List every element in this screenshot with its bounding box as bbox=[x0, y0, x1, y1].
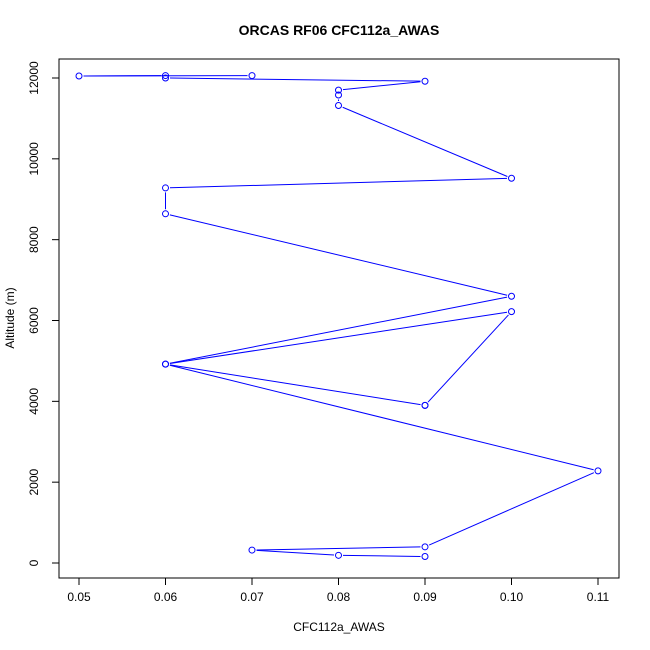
data-point bbox=[421, 553, 429, 561]
data-point bbox=[335, 91, 342, 99]
y-tick-label: 8000 bbox=[27, 226, 41, 253]
data-point bbox=[162, 74, 169, 82]
y-tick-label: 12000 bbox=[27, 61, 41, 95]
x-tick-label: 0.09 bbox=[413, 590, 437, 604]
y-tick-label: 10000 bbox=[27, 142, 41, 176]
data-point bbox=[248, 72, 256, 80]
series-segment bbox=[169, 177, 508, 189]
data-point bbox=[335, 101, 342, 109]
series-layer bbox=[75, 72, 602, 561]
x-tick-label: 0.08 bbox=[327, 590, 351, 604]
series-segment bbox=[169, 77, 421, 82]
plot-area-frame bbox=[58, 58, 620, 579]
series-segment bbox=[256, 546, 421, 551]
x-axis: 0.05 0.06 0.07 0.08 0.09 0.10 0.11 bbox=[67, 577, 610, 604]
data-point bbox=[594, 467, 602, 475]
series-segment bbox=[427, 314, 509, 403]
series-segment bbox=[169, 214, 508, 296]
y-axis: 0 2000 4000 6000 8000 10000 12000 bbox=[27, 61, 60, 566]
data-point bbox=[75, 72, 83, 80]
x-tick-label: 0.10 bbox=[500, 590, 524, 604]
x-tick-label: 0.05 bbox=[67, 590, 91, 604]
data-point bbox=[508, 308, 515, 316]
series-segment bbox=[169, 364, 421, 406]
series-segment bbox=[342, 106, 508, 177]
series-segment bbox=[428, 472, 595, 546]
x-tick-label: 0.06 bbox=[154, 590, 178, 604]
chart-title: ORCAS RF06 CFC112a_AWAS bbox=[239, 22, 440, 38]
data-point bbox=[162, 210, 169, 218]
series-segment bbox=[342, 554, 421, 557]
series-segment bbox=[169, 311, 508, 364]
series-segment bbox=[169, 364, 594, 471]
series-segment bbox=[256, 549, 335, 556]
x-axis-label: CFC112a_AWAS bbox=[293, 620, 385, 634]
data-point bbox=[162, 360, 169, 368]
x-tick-label: 0.07 bbox=[240, 590, 264, 604]
series-segment bbox=[169, 296, 508, 364]
data-point bbox=[248, 546, 256, 554]
x-tick-label: 0.11 bbox=[587, 590, 610, 604]
data-point bbox=[335, 86, 342, 94]
data-point bbox=[421, 543, 429, 551]
data-point bbox=[508, 174, 515, 182]
series-segment bbox=[342, 81, 421, 91]
data-point bbox=[421, 401, 429, 409]
y-tick-label: 2000 bbox=[27, 468, 41, 495]
y-tick-label: 4000 bbox=[27, 388, 41, 415]
data-point bbox=[162, 72, 169, 80]
y-axis-label: Altitude (m) bbox=[3, 287, 17, 348]
y-tick-label: 0 bbox=[27, 559, 41, 566]
data-point bbox=[508, 292, 515, 300]
data-point bbox=[335, 551, 342, 559]
data-point bbox=[421, 77, 429, 85]
data-point bbox=[162, 184, 169, 192]
y-tick-label: 6000 bbox=[27, 307, 41, 334]
